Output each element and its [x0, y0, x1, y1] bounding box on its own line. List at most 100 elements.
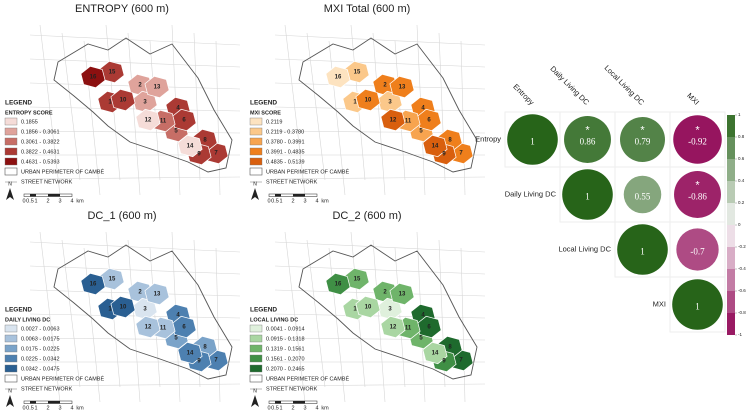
correlation-circle	[620, 117, 665, 162]
scale-label: 4	[70, 405, 73, 411]
street	[394, 40, 406, 181]
north-arrow	[251, 395, 259, 407]
street	[274, 241, 486, 253]
correlation-circle	[672, 279, 723, 330]
region-label: 12	[145, 325, 152, 331]
correlation-circle	[564, 116, 611, 163]
urban-perimeter	[298, 37, 478, 173]
region-label: 11	[160, 326, 167, 332]
region-label: 8	[203, 345, 207, 351]
scale-bar	[48, 194, 60, 197]
region-label: 5	[419, 129, 423, 135]
legend-swatch	[4, 334, 18, 343]
urban-perimeter	[53, 37, 233, 173]
legend-label: URBAN PERIMETER OF CAMBÉ	[21, 375, 104, 382]
value-label: -0.7	[690, 247, 705, 257]
region-label: 1	[353, 307, 357, 313]
north-label: N	[253, 181, 257, 187]
north-arrow	[6, 188, 14, 200]
scale-bar	[30, 194, 36, 197]
legend-label: 0.3061 - 0.3822	[21, 139, 60, 145]
legend-swatch	[4, 354, 18, 363]
map-panel: DC_1 (600 m)12345678910111213141516LEGEN…	[4, 210, 241, 411]
region-label: 13	[154, 292, 161, 298]
value-label: 0.79	[635, 137, 651, 147]
street	[372, 239, 386, 403]
region-label: 7	[459, 358, 463, 364]
region	[389, 75, 415, 99]
legend-swatch	[4, 127, 18, 136]
street	[274, 383, 486, 387]
region	[110, 88, 136, 112]
legend-swatch	[4, 167, 18, 176]
correlation-circle	[562, 169, 613, 220]
scale-label: 4	[315, 405, 318, 411]
region-label: 1	[108, 100, 112, 106]
region	[380, 108, 406, 132]
region-label: 16	[90, 75, 97, 81]
colorbar-tick-label: -0.2	[738, 244, 746, 249]
scale-label: 0.5	[271, 405, 279, 411]
region-label: 4	[176, 313, 180, 319]
legend-label: 0.0027 - 0.0063	[21, 326, 60, 332]
region-label: 16	[90, 282, 97, 288]
scale-bar	[293, 401, 305, 404]
north-arrow	[251, 188, 259, 200]
region-label: 13	[154, 85, 161, 91]
row-label: MXI	[653, 299, 666, 308]
region-label: 4	[421, 313, 425, 319]
region	[110, 295, 136, 319]
scale-label: 0.5	[26, 198, 34, 204]
region	[135, 108, 161, 132]
colorbar-segment	[727, 291, 735, 313]
significance-star: *	[640, 124, 645, 136]
legend-label: 0.3780 - 0.3991	[266, 139, 305, 145]
scale-label: 3	[58, 198, 61, 204]
legend-swatch	[4, 137, 18, 146]
scale-label: 2	[46, 405, 49, 411]
region-label: 1	[108, 307, 112, 313]
legend-label: 0.0225 - 0.0342	[21, 356, 60, 362]
legend-label: STREET NETWORK	[21, 179, 73, 185]
row-label: Daily Living DC	[505, 189, 557, 198]
legend-heading: LEGEND	[5, 307, 32, 314]
street	[215, 247, 221, 403]
street	[274, 176, 486, 180]
colorbar-segment	[727, 247, 735, 269]
legend-swatch	[4, 344, 18, 353]
significance-star: *	[695, 124, 700, 136]
street	[29, 313, 241, 319]
region-label: 10	[120, 305, 127, 311]
region-label: 16	[335, 75, 342, 81]
north-arrow	[6, 395, 14, 407]
value-label: 1	[640, 247, 645, 257]
significance-star: *	[585, 124, 590, 136]
street	[328, 40, 346, 196]
scale-label: 3	[303, 198, 306, 204]
legend-title: LOCAL LIVING DC	[250, 317, 298, 323]
colorbar-segment	[727, 115, 735, 137]
region-label: 2	[383, 290, 387, 296]
colorbar-tick-label: -0.4	[738, 266, 746, 271]
legend-swatch	[249, 117, 263, 126]
region-label: 12	[390, 325, 397, 331]
street	[306, 32, 326, 181]
region	[325, 65, 351, 89]
legend-label: 0.1319 - 0.1561	[266, 346, 305, 352]
north-label: N	[253, 388, 257, 394]
value-label: 0.86	[580, 137, 596, 147]
legend-label: 0.0342 - 0.0475	[21, 366, 60, 372]
row-label: Local Living DC	[558, 244, 611, 253]
scale-bar	[48, 401, 60, 404]
legend-label: 0.0915 - 0.1318	[266, 336, 305, 342]
scale-label: 4	[70, 198, 73, 204]
scale-label: 0.5	[271, 198, 279, 204]
scale-label: 4	[315, 198, 318, 204]
region-label: 6	[182, 118, 186, 124]
north-label: N	[8, 388, 12, 394]
region-label: 9	[197, 359, 201, 365]
legend-swatch	[4, 324, 18, 333]
region-label: 2	[383, 83, 387, 89]
legend-label: 0.2119 - 0.3780	[266, 129, 304, 135]
